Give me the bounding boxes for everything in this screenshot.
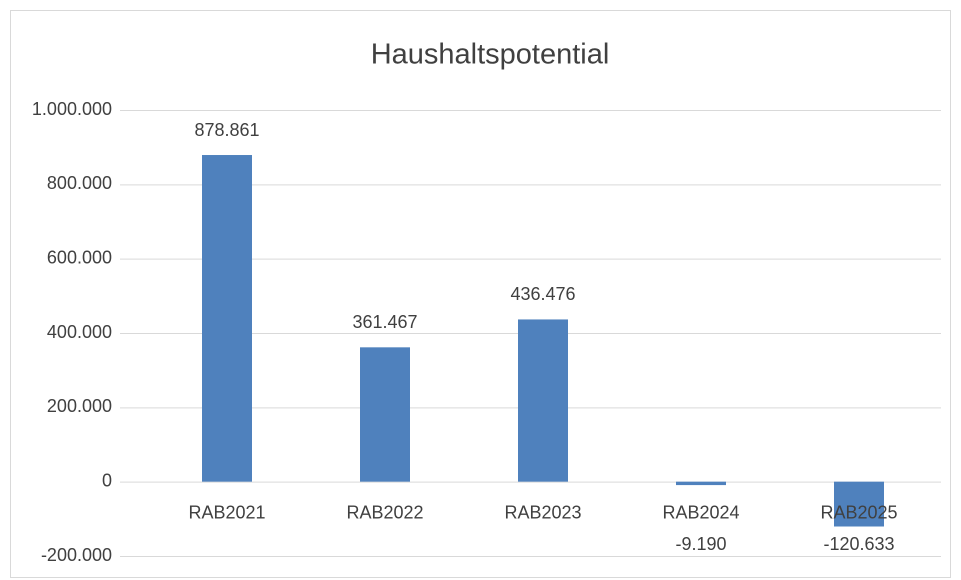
bar (202, 155, 252, 482)
y-tick-label: 1.000.000 (32, 99, 112, 119)
y-tick-label: 200.000 (47, 396, 112, 416)
value-label: 878.861 (194, 120, 259, 140)
value-label: -120.633 (823, 534, 894, 554)
x-tick-label: RAB2023 (504, 502, 581, 522)
x-tick-label: RAB2025 (820, 502, 897, 522)
y-tick-label: 600.000 (47, 247, 112, 267)
value-label: 436.476 (510, 284, 575, 304)
value-label: -9.190 (675, 534, 726, 554)
y-tick-label: 800.000 (47, 173, 112, 193)
bar (360, 347, 410, 482)
chart-border (10, 10, 951, 578)
chart-title: Haushaltspotential (371, 39, 610, 71)
y-tick-label: -200.000 (41, 545, 112, 565)
value-label: 361.467 (352, 312, 417, 332)
x-tick-label: RAB2021 (188, 502, 265, 522)
bar (834, 481, 884, 527)
y-tick-label: 400.000 (47, 322, 112, 342)
y-tick-label: 0 (102, 470, 112, 490)
x-tick-label: RAB2022 (346, 502, 423, 522)
x-tick-label: RAB2024 (662, 502, 739, 522)
bar (518, 319, 568, 482)
bar (676, 481, 726, 486)
